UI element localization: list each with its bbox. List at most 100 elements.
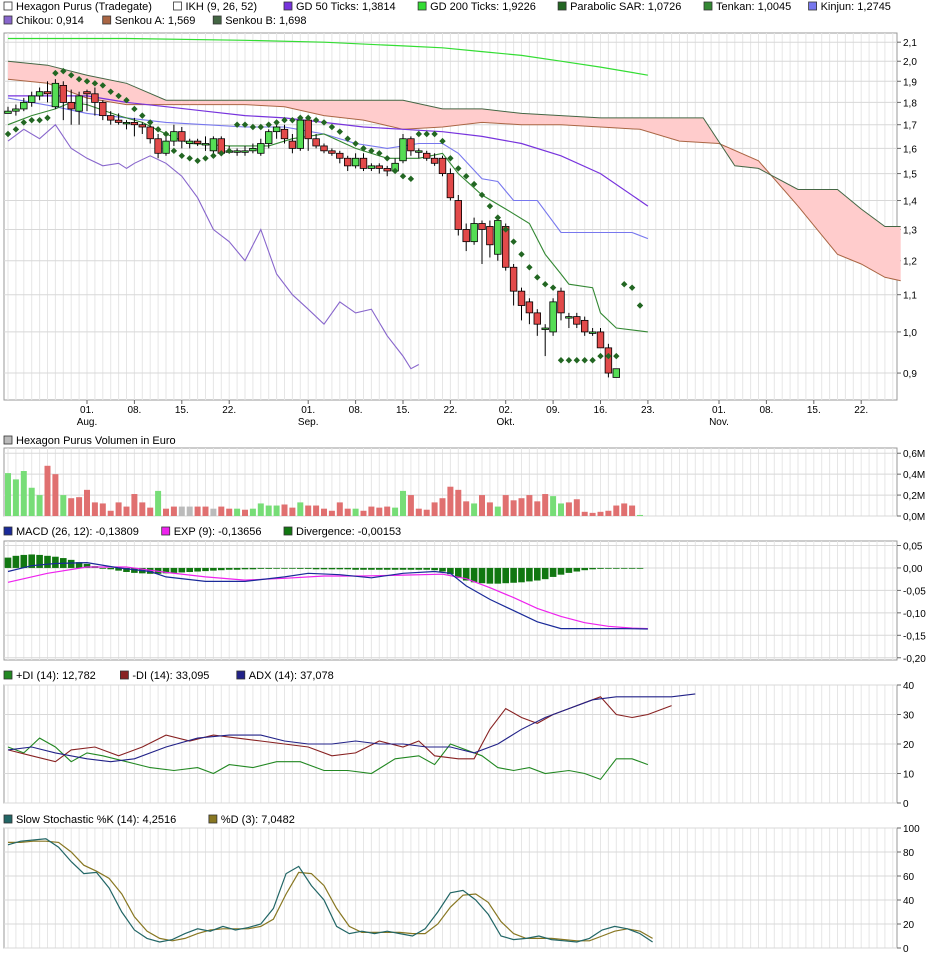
- candle: [185, 138, 194, 149]
- chikou-line: [7, 123, 420, 370]
- divergence-bar: [178, 567, 186, 573]
- stochastic-ytick-label: 80: [903, 848, 915, 859]
- volume-bar: [281, 504, 288, 516]
- price-ytick-label: 1,1: [903, 291, 917, 302]
- candle-body: [154, 138, 162, 154]
- sar-dot: [75, 76, 83, 83]
- volume-bar: [439, 498, 446, 516]
- divergence-bar: [360, 567, 367, 570]
- legend-label: Kinjun: 1,2745: [821, 1, 891, 13]
- sar-dot: [194, 157, 201, 164]
- divergence-bar: [289, 567, 296, 569]
- divergence-bar: [312, 567, 320, 570]
- candle-body: [422, 152, 431, 159]
- volume-bar: [471, 503, 478, 516]
- candle: [422, 150, 431, 161]
- legend-swatch-icon: [3, 814, 13, 824]
- volume-bar: [257, 503, 264, 516]
- divergence-bar: [273, 567, 280, 569]
- sar-dot: [621, 280, 628, 288]
- candle-body: [430, 157, 439, 164]
- divergence-bar: [415, 567, 423, 570]
- sar-dot: [407, 175, 415, 183]
- candle: [288, 134, 297, 154]
- sar-dot: [115, 92, 122, 100]
- divergence-bar: [265, 567, 272, 569]
- candle: [154, 134, 162, 159]
- adx-line: [7, 693, 696, 763]
- legend-label: +DI (14): 12,782: [16, 670, 96, 682]
- legend-swatch-icon: [236, 670, 246, 680]
- candle-body: [343, 157, 352, 167]
- volume-bar: [328, 510, 335, 516]
- candle-body: [328, 150, 336, 154]
- x-month-label: Nov.: [709, 417, 729, 428]
- candle-body: [75, 95, 83, 112]
- sar-dot: [139, 112, 146, 119]
- candle: [4, 106, 12, 114]
- candle-body: [193, 140, 202, 144]
- candle-body: [296, 119, 304, 149]
- legend-label: Chikou: 0,914: [16, 15, 84, 27]
- volume-bar: [565, 502, 572, 516]
- sar-dot: [415, 130, 422, 138]
- divergence-bar: [407, 567, 415, 570]
- volume-bar: [234, 508, 241, 516]
- divergence-bar: [597, 567, 604, 569]
- volume-bar: [218, 506, 225, 516]
- candle-body: [581, 319, 589, 333]
- sar-dot: [463, 172, 470, 180]
- candle: [438, 155, 447, 177]
- sar-dot: [218, 150, 225, 157]
- candle-body: [233, 150, 241, 153]
- divergence-bar: [320, 567, 328, 570]
- volume-bar: [368, 506, 375, 516]
- legend-label: MACD (26, 12): -0,13809: [16, 526, 139, 538]
- candle-body: [146, 126, 154, 140]
- candle: [407, 136, 415, 156]
- candle-body: [114, 119, 123, 123]
- divergence-bar: [470, 567, 478, 583]
- candle-body: [375, 165, 383, 169]
- candle: [415, 148, 423, 159]
- divergence-bar: [115, 567, 122, 571]
- volume-bar: [186, 506, 193, 516]
- candle: [122, 120, 131, 130]
- sar-dot: [91, 80, 99, 87]
- x-tick-label: 15.: [175, 405, 189, 416]
- sar-dot: [202, 155, 209, 162]
- sar-dot: [336, 128, 343, 135]
- legend-swatch-icon: [3, 670, 13, 680]
- divergence-bar: [20, 554, 28, 568]
- price-ytick-label: 1,0: [903, 328, 917, 339]
- candle: [336, 150, 344, 164]
- candle: [486, 220, 494, 258]
- divergence-bar: [194, 567, 201, 572]
- divergence-bar: [541, 567, 549, 580]
- candle-body: [565, 316, 573, 319]
- divergence-bar: [344, 567, 351, 570]
- sar-dot: [186, 155, 193, 162]
- divergence-bar: [12, 555, 20, 568]
- candle: [565, 312, 573, 329]
- candle-body: [178, 131, 186, 142]
- senkou-b-line: [7, 60, 901, 227]
- volume-bar: [68, 498, 75, 516]
- candle-body: [12, 108, 20, 112]
- volume-bar: [431, 502, 438, 516]
- divergence-bar: [328, 567, 336, 570]
- candle: [257, 138, 265, 156]
- volume-ytick-label: 0,4M: [903, 470, 925, 481]
- sar-dot: [399, 172, 407, 180]
- divergence-bar: [297, 567, 304, 569]
- x-tick-label: 01.: [80, 405, 94, 416]
- candle: [233, 148, 241, 156]
- legend-swatch-icon: [283, 1, 293, 11]
- divergence-bar: [170, 567, 178, 573]
- volume-bar: [613, 505, 620, 516]
- divergence-bar: [52, 556, 59, 568]
- divergence-bar: [107, 567, 114, 570]
- macd-ytick-label: 0,00: [903, 564, 923, 575]
- sar-dot: [344, 135, 351, 142]
- sar-dot: [281, 116, 288, 124]
